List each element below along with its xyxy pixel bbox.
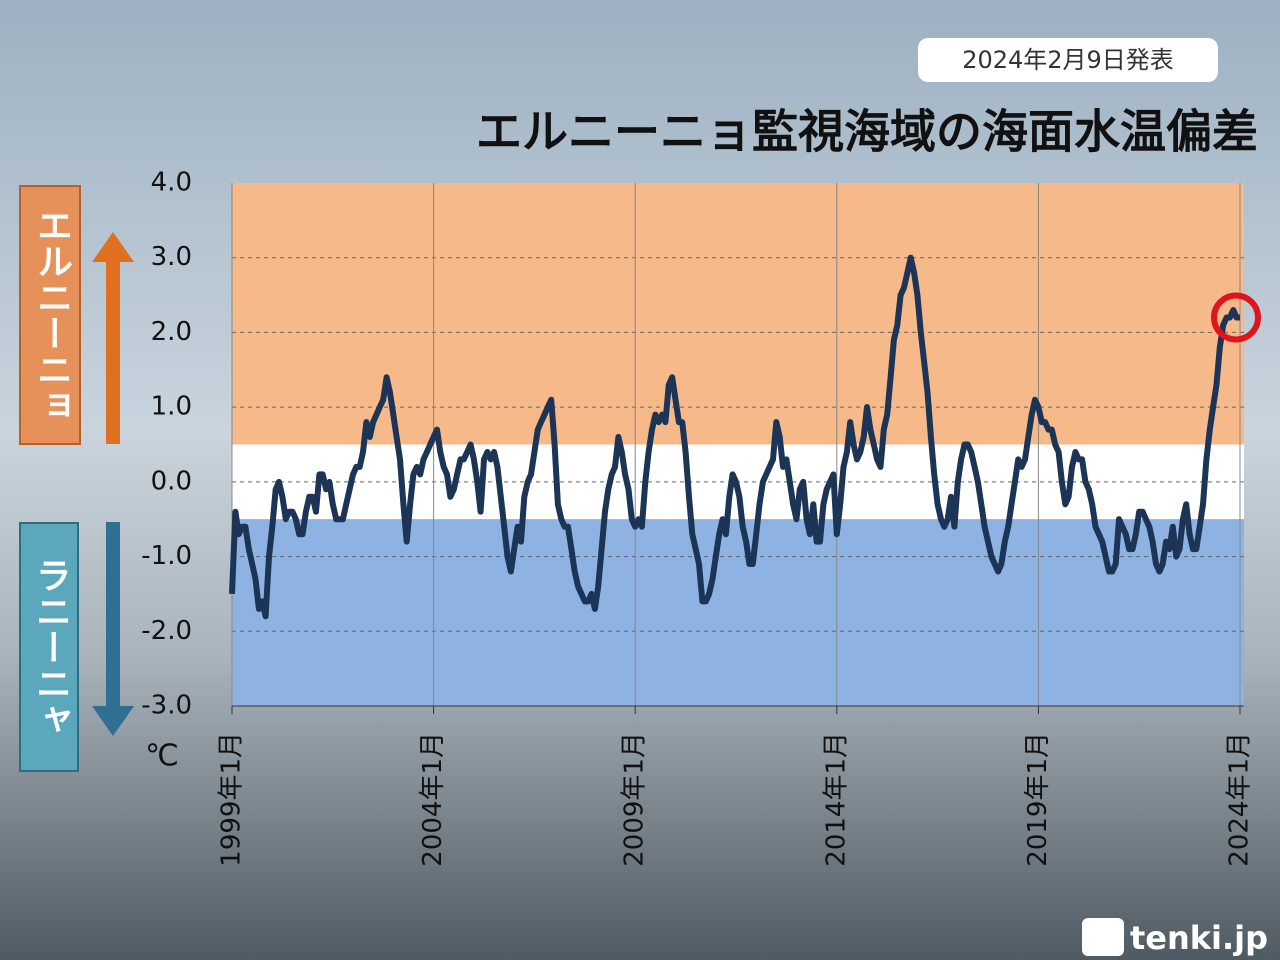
subtitle: 2024年2月9日発表: [962, 46, 1174, 74]
la-nina-box: [19, 522, 79, 772]
x-tick-label: 1999年1月: [217, 732, 247, 867]
y-unit: ℃: [145, 739, 179, 774]
x-tick-label: 2024年1月: [1225, 732, 1255, 867]
x-tick-label: 2019年1月: [1023, 732, 1053, 867]
down-arrow: [92, 522, 134, 736]
y-tick-label: 1.0: [151, 392, 192, 422]
la-nina-label: ラニーニャ: [30, 557, 71, 737]
x-tick-label: 2004年1月: [418, 732, 448, 867]
el-nino-label: エルニーニョ: [31, 207, 72, 423]
x-tick-label: 2014年1月: [821, 732, 851, 867]
plot-area: 4.0 3.0 2.0 1.0 0.0 -1.0 -2.0 -3.0 1999年1月 2004年1…: [141, 168, 1261, 867]
y-tick-label: -2.0: [141, 616, 192, 646]
up-arrow: [92, 232, 134, 444]
y-tick-label: 0.0: [151, 466, 192, 496]
date-badge: [918, 38, 1218, 82]
y-tick-label: 3.0: [151, 242, 192, 272]
chart-title: エルニーニョ監視海域の海面水温偏差: [476, 105, 1258, 159]
el-nino-box: [19, 185, 81, 445]
highlight-circle: [1211, 292, 1261, 343]
band: [232, 183, 1244, 445]
x-tick-label: 2009年1月: [620, 732, 650, 867]
y-tick-label: 4.0: [151, 168, 192, 198]
logo-icon: [1082, 918, 1124, 956]
y-tick-label: -1.0: [141, 541, 192, 571]
logo: tenki.jp: [1130, 919, 1268, 957]
band: [232, 519, 1244, 706]
y-tick-label: -3.0: [141, 691, 192, 721]
series-line: [229, 254, 1240, 620]
y-tick-label: 2.0: [151, 317, 192, 347]
